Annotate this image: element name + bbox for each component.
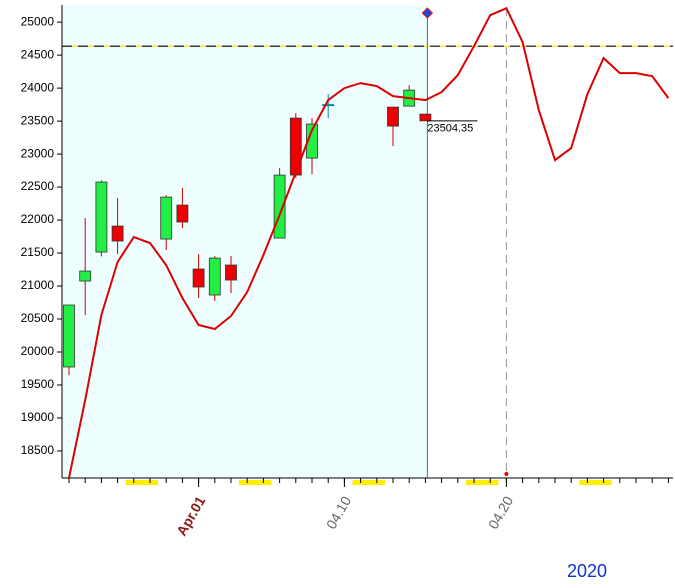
- candle-body: [176, 204, 189, 223]
- candle-body: [387, 106, 399, 127]
- peak-dot: [504, 472, 509, 476]
- trend-line: [68, 6, 670, 479]
- x-tick-label: Apr.01: [173, 493, 208, 538]
- candle-body: [225, 264, 237, 281]
- candle-body: [160, 196, 173, 240]
- y-tick-label: 20500: [21, 311, 55, 325]
- y-tick-label: 22500: [21, 179, 55, 193]
- y-tick-label: 21000: [21, 278, 55, 292]
- y-tick-label: 24500: [21, 47, 55, 61]
- candle-body: [111, 225, 124, 242]
- y-tick-label: 18500: [21, 443, 55, 457]
- y-tick-label: 21500: [21, 245, 55, 259]
- x-tick-label: 04.10: [323, 493, 354, 532]
- y-tick-label: 19000: [21, 410, 55, 424]
- candle-body: [306, 123, 318, 159]
- y-tick-label: 23000: [21, 146, 55, 160]
- candle-body: [192, 268, 205, 288]
- y-tick-label: 24000: [21, 80, 55, 94]
- candle-body: [273, 174, 286, 239]
- y-tick-label: 20000: [21, 344, 55, 358]
- x-tick-label: 04.20: [485, 493, 516, 532]
- candle-body: [419, 113, 432, 122]
- y-tick-label: 25000: [21, 14, 55, 28]
- history-background: [62, 5, 428, 478]
- y-tick-label: 19500: [21, 377, 55, 391]
- candle-body: [208, 257, 221, 296]
- current-day-diamond: [421, 7, 434, 19]
- candle-body: [79, 270, 92, 282]
- y-tick-label: 23500: [21, 113, 55, 127]
- year-label: 2020: [567, 561, 607, 581]
- candle-body: [289, 117, 302, 176]
- candle-body: [63, 304, 75, 368]
- candle-body: [95, 181, 108, 253]
- last-close-label: 23504.35: [427, 123, 473, 135]
- y-tick-label: 22000: [21, 212, 55, 226]
